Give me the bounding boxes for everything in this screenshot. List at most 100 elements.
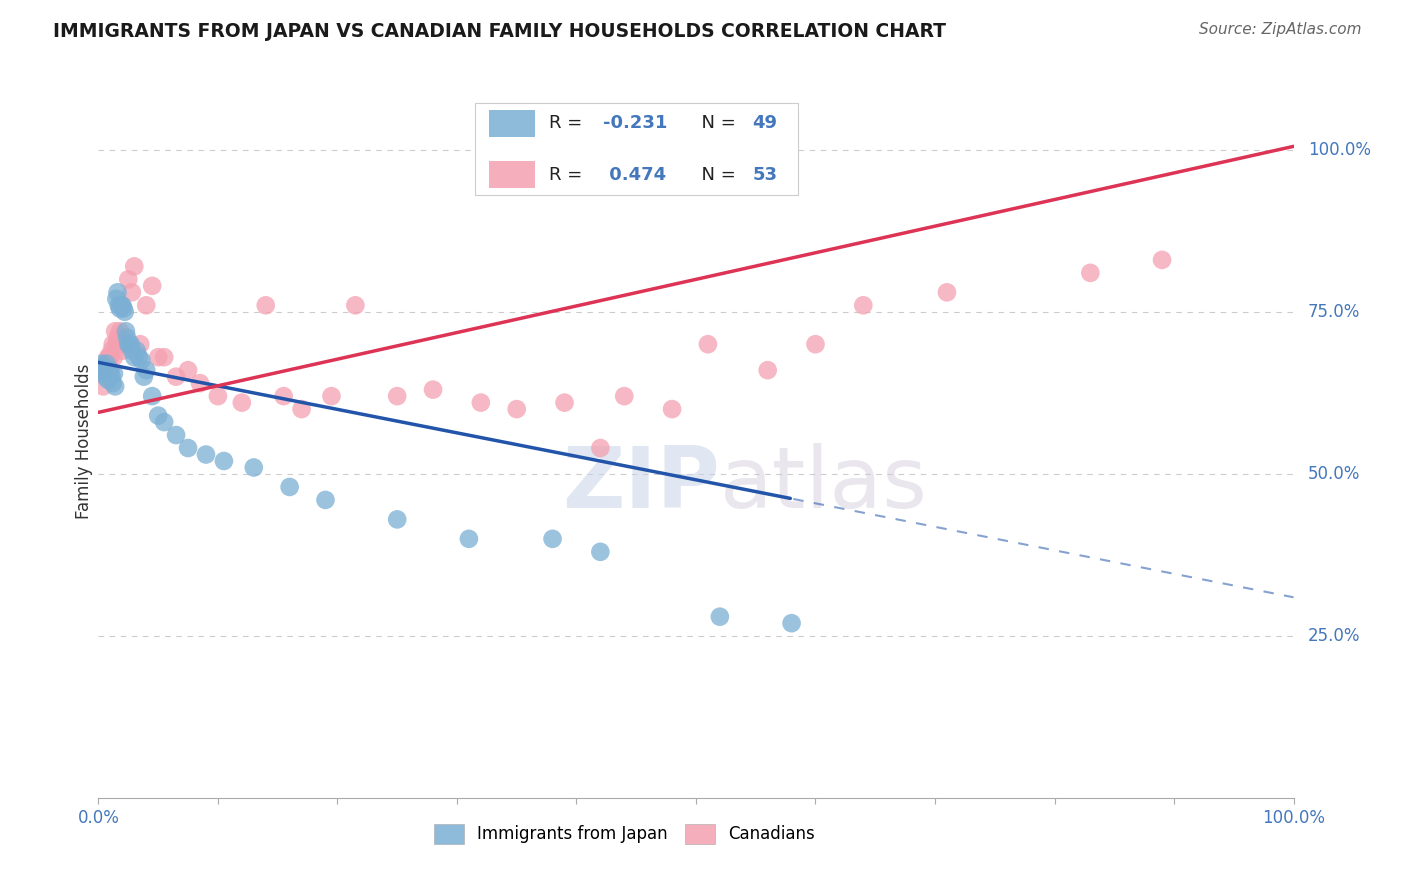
FancyBboxPatch shape	[489, 161, 534, 188]
Point	[385, 512, 409, 526]
Point	[131, 353, 153, 368]
Text: R =: R =	[548, 166, 588, 184]
Point	[117, 337, 139, 351]
Point	[125, 343, 148, 358]
Point	[165, 369, 187, 384]
Point	[112, 301, 135, 316]
Point	[107, 331, 129, 345]
Point	[96, 363, 118, 377]
Point	[103, 367, 125, 381]
Text: 53: 53	[752, 166, 778, 184]
Point	[117, 272, 139, 286]
Point	[104, 324, 127, 338]
Text: 100.0%: 100.0%	[1308, 141, 1371, 159]
Point	[804, 337, 827, 351]
Point	[96, 357, 118, 371]
Point	[195, 448, 218, 462]
Point	[422, 383, 444, 397]
Point	[132, 369, 155, 384]
Point	[108, 301, 131, 316]
Point	[212, 454, 235, 468]
Point	[589, 441, 612, 455]
Point	[98, 350, 121, 364]
Point	[107, 298, 129, 312]
Point	[315, 492, 337, 507]
Point	[141, 389, 163, 403]
Point	[385, 389, 409, 403]
Point	[98, 363, 122, 377]
Point	[114, 337, 136, 351]
Point	[94, 357, 117, 371]
Point	[110, 331, 132, 345]
Point	[177, 441, 200, 455]
Point	[115, 324, 138, 338]
Point	[273, 389, 295, 403]
Point	[177, 363, 200, 377]
Point	[231, 395, 253, 409]
Point	[243, 460, 266, 475]
Point	[121, 285, 143, 300]
Point	[110, 298, 132, 312]
Text: 0.474: 0.474	[603, 166, 666, 184]
Point	[111, 298, 134, 312]
Point	[91, 359, 114, 374]
Point	[120, 337, 142, 351]
Text: N =: N =	[690, 114, 741, 132]
Point	[148, 350, 170, 364]
Point	[141, 278, 163, 293]
Point	[506, 402, 529, 417]
Text: N =: N =	[690, 166, 741, 184]
Point	[90, 359, 112, 374]
Point	[91, 379, 114, 393]
Point	[128, 350, 150, 364]
Point	[124, 350, 146, 364]
Text: -0.231: -0.231	[603, 114, 666, 132]
Point	[100, 343, 122, 358]
FancyBboxPatch shape	[489, 110, 534, 136]
FancyBboxPatch shape	[475, 103, 797, 195]
Point	[97, 373, 120, 387]
Point	[115, 331, 138, 345]
Point	[852, 298, 875, 312]
Text: 50.0%: 50.0%	[1308, 465, 1360, 483]
Point	[1152, 252, 1174, 267]
Text: 49: 49	[752, 114, 778, 132]
Point	[101, 337, 124, 351]
Point	[254, 298, 277, 312]
Point	[153, 415, 176, 429]
Text: 75.0%: 75.0%	[1308, 302, 1360, 321]
Point	[97, 350, 120, 364]
Point	[94, 369, 117, 384]
Point	[93, 363, 115, 377]
Text: Source: ZipAtlas.com: Source: ZipAtlas.com	[1198, 22, 1361, 37]
Point	[100, 369, 122, 384]
Point	[107, 337, 129, 351]
Point	[613, 389, 636, 403]
Point	[105, 292, 128, 306]
Point	[709, 609, 731, 624]
Point	[135, 363, 157, 377]
Point	[589, 545, 612, 559]
Point	[936, 285, 959, 300]
Y-axis label: Family Households: Family Households	[75, 364, 93, 519]
Point	[291, 402, 314, 417]
Point	[756, 363, 779, 377]
Point	[165, 428, 187, 442]
Point	[321, 389, 343, 403]
Text: 25.0%: 25.0%	[1308, 627, 1361, 645]
Point	[153, 350, 176, 364]
Point	[188, 376, 211, 391]
Point	[121, 343, 143, 358]
Point	[458, 532, 481, 546]
Point	[148, 409, 170, 423]
Point	[111, 343, 134, 358]
Point	[103, 350, 125, 364]
Point	[104, 379, 127, 393]
Point	[344, 298, 367, 312]
Point	[541, 532, 564, 546]
Text: IMMIGRANTS FROM JAPAN VS CANADIAN FAMILY HOUSEHOLDS CORRELATION CHART: IMMIGRANTS FROM JAPAN VS CANADIAN FAMILY…	[53, 22, 946, 41]
Point	[108, 324, 131, 338]
Point	[90, 363, 112, 377]
Point	[124, 260, 146, 274]
Point	[107, 285, 129, 300]
